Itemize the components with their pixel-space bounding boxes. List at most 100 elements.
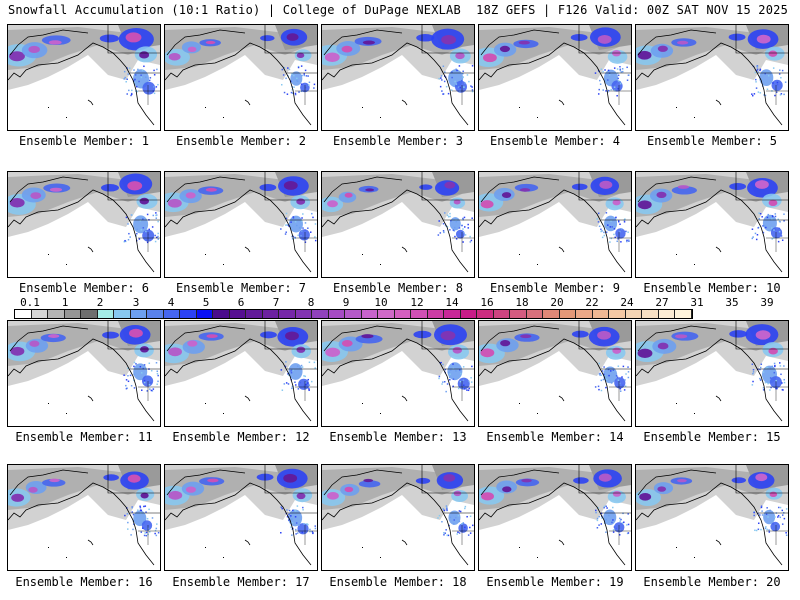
hawaii-islands bbox=[87, 539, 94, 546]
coastline-north bbox=[480, 469, 560, 496]
snow-speckle bbox=[619, 387, 622, 390]
snow-speckle bbox=[757, 91, 760, 93]
heavy-snow-blob bbox=[482, 53, 497, 63]
snow-speckle bbox=[765, 367, 767, 369]
snow-blob bbox=[759, 69, 774, 87]
snow-speckle bbox=[295, 533, 297, 535]
snow-speckle bbox=[128, 67, 131, 69]
snow-speckle bbox=[774, 228, 776, 231]
heavy-snow-blob bbox=[453, 490, 462, 497]
snow-speckle bbox=[776, 83, 779, 86]
snow-speckle bbox=[124, 76, 126, 79]
snow-speckle bbox=[456, 533, 458, 535]
snow-speckle bbox=[313, 361, 316, 364]
snow-speckle bbox=[783, 93, 785, 96]
snow-speckle bbox=[290, 370, 292, 372]
snow-speckle bbox=[617, 379, 620, 381]
snow-speckle bbox=[444, 532, 447, 534]
colorbar-swatch bbox=[328, 310, 345, 318]
snow-speckle bbox=[627, 371, 630, 373]
snow-speckle bbox=[605, 378, 608, 380]
snow-speckle bbox=[619, 529, 621, 532]
ensemble-panel-13 bbox=[321, 320, 475, 427]
snow-speckle bbox=[756, 68, 759, 70]
coastline bbox=[479, 189, 626, 273]
snow-speckle bbox=[458, 520, 461, 523]
snow-speckle bbox=[600, 379, 603, 382]
snow-speckle bbox=[446, 225, 449, 228]
snow-speckle bbox=[309, 530, 311, 533]
snow-blob bbox=[413, 330, 432, 339]
snow-speckle bbox=[622, 512, 624, 515]
snow-speckle bbox=[297, 388, 300, 390]
snow-speckle bbox=[594, 386, 597, 388]
hawaii-islands bbox=[715, 246, 722, 253]
snow-speckle bbox=[603, 234, 606, 237]
snow-speckle bbox=[775, 380, 777, 382]
snow-speckle bbox=[156, 68, 158, 71]
snow-speckle bbox=[752, 372, 754, 375]
snow-speckle bbox=[621, 70, 624, 73]
snow-speckle bbox=[300, 90, 303, 93]
snow-blob bbox=[447, 362, 463, 381]
snow-speckle bbox=[145, 230, 147, 233]
snow-blob bbox=[449, 217, 461, 231]
snow-speckle bbox=[438, 377, 440, 380]
state-borders bbox=[295, 232, 317, 252]
colorbar-tick-label: 0.1 bbox=[20, 296, 40, 309]
snow-speckle bbox=[311, 530, 314, 533]
snow-speckle bbox=[446, 214, 449, 216]
heavy-snow-blob bbox=[325, 347, 341, 358]
snow-speckle bbox=[296, 505, 299, 507]
heavy-snow-blob bbox=[167, 198, 182, 208]
snow-speckle bbox=[775, 91, 778, 93]
snow-speckle bbox=[779, 221, 781, 223]
border-canada bbox=[107, 172, 160, 201]
snow-speckle bbox=[607, 224, 609, 226]
snow-speckle bbox=[605, 505, 607, 508]
snow-speckle bbox=[152, 214, 155, 217]
snow-blob bbox=[102, 331, 119, 339]
snow-speckle bbox=[620, 228, 623, 230]
snow-speckle bbox=[301, 74, 303, 77]
snow-speckle bbox=[766, 507, 768, 509]
snow-speckle bbox=[140, 531, 143, 533]
colorbar-swatch bbox=[642, 310, 659, 318]
snow-speckle bbox=[140, 76, 143, 79]
snow-speckle bbox=[605, 531, 607, 533]
snow-speckle bbox=[464, 526, 466, 529]
snow-speckle bbox=[598, 225, 601, 228]
snow-speckle bbox=[457, 531, 459, 533]
snow-speckle bbox=[469, 526, 471, 529]
snow-speckle bbox=[301, 531, 304, 534]
snow-speckle bbox=[759, 368, 761, 371]
colorbar-swatch bbox=[229, 310, 246, 318]
snow-speckle bbox=[290, 372, 293, 374]
snow-speckle bbox=[785, 508, 788, 510]
snow-speckle bbox=[305, 75, 308, 77]
snow-speckle bbox=[295, 522, 298, 524]
snow-speckle bbox=[602, 70, 604, 73]
snow-speckle bbox=[610, 370, 612, 372]
snow-speckle bbox=[449, 229, 451, 231]
snow-speckle bbox=[446, 534, 448, 537]
snow-speckle bbox=[626, 239, 628, 242]
island-dot bbox=[205, 547, 206, 548]
snowfall-map bbox=[165, 321, 317, 422]
hawaii-islands bbox=[401, 99, 408, 106]
snow-speckle bbox=[605, 386, 607, 389]
border-canada bbox=[735, 321, 788, 350]
colorbar-swatch bbox=[147, 310, 164, 318]
snow-speckle bbox=[304, 375, 307, 378]
snow-speckle bbox=[608, 514, 610, 517]
snow-speckle bbox=[294, 92, 297, 95]
snow-speckle bbox=[132, 528, 134, 531]
ensemble-panel-12 bbox=[164, 320, 318, 427]
snow-speckle bbox=[762, 231, 765, 234]
snow-speckle bbox=[627, 231, 629, 233]
snow-speckle bbox=[447, 534, 450, 537]
snow-speckle bbox=[141, 389, 143, 391]
snow-speckle bbox=[764, 527, 767, 530]
heavy-snow-blob bbox=[48, 40, 62, 45]
snow-speckle bbox=[446, 383, 449, 385]
